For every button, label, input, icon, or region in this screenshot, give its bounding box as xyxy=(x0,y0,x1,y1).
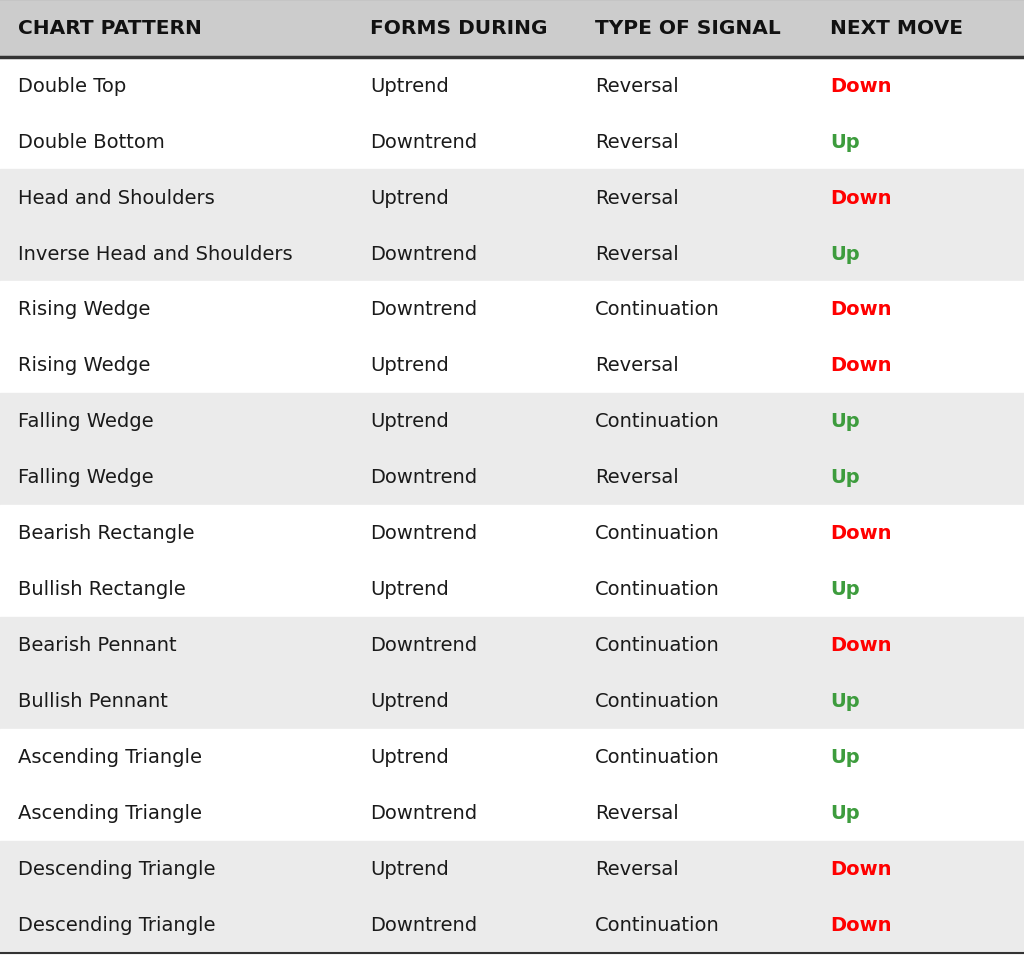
Text: Continuation: Continuation xyxy=(595,579,720,599)
Bar xyxy=(0,785,1024,841)
Text: Continuation: Continuation xyxy=(595,692,720,711)
Text: Down: Down xyxy=(830,77,892,95)
Text: CHART PATTERN: CHART PATTERN xyxy=(18,19,202,38)
Text: Descending Triangle: Descending Triangle xyxy=(18,859,215,878)
Bar xyxy=(0,114,1024,170)
Bar xyxy=(0,729,1024,785)
Text: Downtrend: Downtrend xyxy=(370,133,477,151)
Text: Reversal: Reversal xyxy=(595,859,679,878)
Text: FORMS DURING: FORMS DURING xyxy=(370,19,548,38)
Text: Uptrend: Uptrend xyxy=(370,188,449,208)
Text: Continuation: Continuation xyxy=(595,636,720,654)
Bar xyxy=(0,561,1024,617)
Bar xyxy=(0,841,1024,897)
Text: Uptrend: Uptrend xyxy=(370,412,449,431)
Text: Uptrend: Uptrend xyxy=(370,859,449,878)
Text: Uptrend: Uptrend xyxy=(370,357,449,375)
Text: Up: Up xyxy=(830,803,859,823)
Text: Falling Wedge: Falling Wedge xyxy=(18,412,154,431)
Text: Down: Down xyxy=(830,300,892,319)
Bar xyxy=(0,897,1024,953)
Bar xyxy=(0,617,1024,674)
Text: Downtrend: Downtrend xyxy=(370,916,477,934)
Text: Down: Down xyxy=(830,636,892,654)
Text: Up: Up xyxy=(830,412,859,431)
Text: Double Top: Double Top xyxy=(18,77,126,95)
Text: Downtrend: Downtrend xyxy=(370,636,477,654)
Text: Double Bottom: Double Bottom xyxy=(18,133,165,151)
Text: Rising Wedge: Rising Wedge xyxy=(18,357,151,375)
Text: Reversal: Reversal xyxy=(595,77,679,95)
Text: Bearish Rectangle: Bearish Rectangle xyxy=(18,524,195,543)
Text: Falling Wedge: Falling Wedge xyxy=(18,468,154,487)
Text: Downtrend: Downtrend xyxy=(370,803,477,823)
Text: Up: Up xyxy=(830,244,859,263)
Text: Uptrend: Uptrend xyxy=(370,748,449,767)
Bar xyxy=(0,0,1024,58)
Bar xyxy=(0,394,1024,450)
Text: Uptrend: Uptrend xyxy=(370,77,449,95)
Bar xyxy=(0,170,1024,226)
Text: Continuation: Continuation xyxy=(595,748,720,767)
Text: Up: Up xyxy=(830,692,859,711)
Text: NEXT MOVE: NEXT MOVE xyxy=(830,19,963,38)
Text: Down: Down xyxy=(830,357,892,375)
Text: TYPE OF SIGNAL: TYPE OF SIGNAL xyxy=(595,19,780,38)
Text: Downtrend: Downtrend xyxy=(370,300,477,319)
Text: Down: Down xyxy=(830,524,892,543)
Text: Uptrend: Uptrend xyxy=(370,692,449,711)
Text: Downtrend: Downtrend xyxy=(370,468,477,487)
Text: Up: Up xyxy=(830,133,859,151)
Text: Continuation: Continuation xyxy=(595,524,720,543)
Bar xyxy=(0,337,1024,394)
Bar xyxy=(0,674,1024,729)
Text: Reversal: Reversal xyxy=(595,244,679,263)
Text: Up: Up xyxy=(830,468,859,487)
Text: Downtrend: Downtrend xyxy=(370,244,477,263)
Text: Up: Up xyxy=(830,748,859,767)
Bar xyxy=(0,282,1024,337)
Text: Ascending Triangle: Ascending Triangle xyxy=(18,748,202,767)
Bar xyxy=(0,450,1024,505)
Text: Uptrend: Uptrend xyxy=(370,579,449,599)
Text: Down: Down xyxy=(830,859,892,878)
Text: Downtrend: Downtrend xyxy=(370,524,477,543)
Text: Bullish Rectangle: Bullish Rectangle xyxy=(18,579,185,599)
Text: Down: Down xyxy=(830,916,892,934)
Text: Head and Shoulders: Head and Shoulders xyxy=(18,188,215,208)
Text: Down: Down xyxy=(830,188,892,208)
Text: Reversal: Reversal xyxy=(595,133,679,151)
Bar xyxy=(0,58,1024,114)
Text: Up: Up xyxy=(830,579,859,599)
Text: Reversal: Reversal xyxy=(595,188,679,208)
Text: Reversal: Reversal xyxy=(595,468,679,487)
Text: Bearish Pennant: Bearish Pennant xyxy=(18,636,176,654)
Text: Continuation: Continuation xyxy=(595,300,720,319)
Text: Inverse Head and Shoulders: Inverse Head and Shoulders xyxy=(18,244,293,263)
Bar xyxy=(0,226,1024,282)
Text: Rising Wedge: Rising Wedge xyxy=(18,300,151,319)
Text: Descending Triangle: Descending Triangle xyxy=(18,916,215,934)
Text: Reversal: Reversal xyxy=(595,803,679,823)
Bar xyxy=(0,505,1024,561)
Text: Bullish Pennant: Bullish Pennant xyxy=(18,692,168,711)
Text: Continuation: Continuation xyxy=(595,916,720,934)
Text: Reversal: Reversal xyxy=(595,357,679,375)
Text: Continuation: Continuation xyxy=(595,412,720,431)
Text: Ascending Triangle: Ascending Triangle xyxy=(18,803,202,823)
